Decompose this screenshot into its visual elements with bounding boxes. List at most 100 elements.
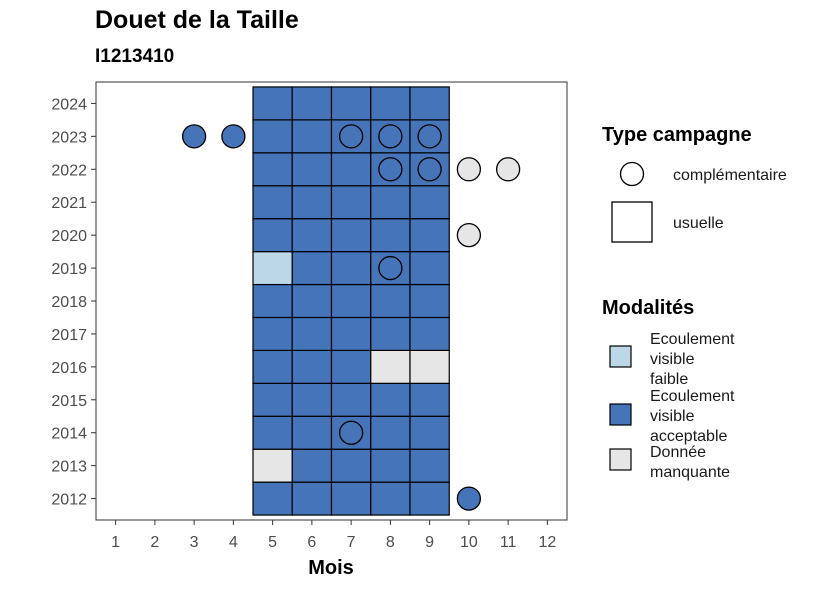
x-tick-label: 8 — [386, 534, 395, 551]
heatmap-cell — [409, 382, 450, 417]
x-tick-label: 3 — [190, 534, 199, 551]
y-tick-label: 2021 — [51, 195, 87, 212]
heatmap-cell — [291, 218, 333, 253]
campaign-point — [378, 255, 403, 281]
campaign-point — [495, 157, 521, 182]
heatmap-cell — [409, 349, 450, 384]
heatmap-cell — [409, 251, 450, 286]
legend-key-modalite — [609, 448, 632, 471]
legend-label-modalite: manquante — [650, 464, 730, 481]
heatmap-cell — [252, 119, 293, 154]
heatmap-cell — [330, 152, 372, 187]
heatmap-cell — [409, 316, 450, 351]
campaign-point — [456, 157, 482, 182]
heatmap-cell — [330, 382, 372, 417]
heatmap-cell — [252, 185, 293, 220]
heatmap-cell — [291, 283, 333, 319]
y-tick-label: 2024 — [51, 96, 87, 113]
x-tick-label: 11 — [500, 534, 517, 551]
campaign-point — [338, 420, 364, 445]
heatmap-cell — [409, 481, 450, 516]
heatmap-cell — [409, 185, 450, 220]
cells-layer — [252, 86, 450, 516]
heatmap-cell — [370, 185, 411, 220]
campaign-point — [417, 124, 442, 149]
y-tick-label: 2016 — [51, 360, 87, 377]
heatmap-cell — [291, 152, 333, 187]
heatmap-cell — [291, 86, 333, 121]
heatmap-cell — [291, 382, 333, 417]
heatmap-cell — [252, 283, 293, 319]
heatmap-cell — [291, 448, 333, 483]
heatmap-cell — [291, 415, 333, 450]
legend-key-modalite — [609, 403, 632, 426]
heatmap-cell — [291, 185, 333, 220]
heatmap-cell — [291, 251, 333, 286]
x-tick-label: 1 — [111, 534, 120, 551]
campaign-point — [456, 222, 482, 248]
heatmap-cell — [330, 185, 372, 220]
heatmap-cell — [409, 415, 450, 450]
x-axis: 1 2 3 4 5 6 7 8 9 10 11 12 — [111, 520, 556, 551]
chart-subtitle: I1213410 — [95, 46, 175, 67]
y-tick-label: 2015 — [51, 393, 87, 410]
legend-key-square — [611, 201, 653, 243]
x-tick-label: 10 — [460, 534, 478, 551]
legend-label-modalite: Ecoulement — [650, 331, 735, 348]
x-tick-label: 6 — [307, 534, 316, 551]
heatmap-cell — [330, 349, 372, 384]
legend-label-usuelle: usuelle — [673, 215, 724, 232]
heatmap-cell — [330, 448, 372, 483]
legend-label-modalite: Donnée — [650, 444, 706, 461]
heatmap-cell — [252, 251, 293, 286]
heatmap-cell — [370, 481, 411, 516]
legend-label-modalite: Ecoulement — [650, 388, 735, 405]
y-axis: 2012 2013 2014 2015 2016 2017 2018 2019 2020 2021… — [51, 96, 96, 509]
legend-label-modalite: acceptable — [650, 428, 727, 445]
legend-key-modalite — [609, 345, 632, 368]
heatmap-cell — [409, 448, 450, 483]
heatmap-cell — [330, 283, 372, 319]
heatmap-cell — [370, 86, 411, 121]
legend-key-circle — [619, 161, 645, 187]
heatmap-cell — [370, 382, 411, 417]
y-tick-label: 2013 — [51, 459, 87, 476]
x-tick-label: 4 — [229, 534, 238, 551]
heatmap-cell — [252, 349, 293, 384]
campaign-point — [456, 486, 482, 511]
heatmap-cell — [409, 218, 450, 253]
heatmap-cell — [330, 481, 372, 516]
heatmap-cell — [370, 218, 411, 253]
y-tick-label: 2014 — [51, 426, 87, 443]
heatmap-cell — [291, 316, 333, 351]
heatmap-cell — [252, 481, 293, 516]
heatmap-cell — [252, 316, 293, 351]
campaign-point — [417, 157, 442, 182]
campaign-point — [378, 124, 403, 149]
heatmap-cell — [252, 382, 293, 417]
legend-title-modalites: Modalités — [602, 297, 694, 319]
chart-title: Douet de la Taille — [95, 6, 299, 34]
y-tick-label: 2012 — [51, 492, 87, 509]
campaign-point — [338, 124, 364, 149]
x-tick-label: 5 — [268, 534, 277, 551]
x-tick-label: 9 — [425, 534, 434, 551]
heatmap-cell — [252, 415, 293, 450]
heatmap-cell — [330, 86, 372, 121]
legend-label-complementaire: complémentaire — [673, 167, 787, 184]
x-tick-label: 7 — [347, 534, 356, 551]
x-axis-title: Mois — [308, 557, 354, 579]
x-tick-label: 12 — [538, 534, 556, 551]
heatmap-cell — [330, 316, 372, 351]
heatmap-cell — [370, 283, 411, 319]
y-tick-label: 2017 — [51, 327, 87, 344]
heatmap-cell — [291, 481, 333, 516]
heatmap-cell — [252, 448, 293, 483]
heatmap-cell — [252, 152, 293, 187]
legend-label-modalite: faible — [650, 371, 688, 388]
heatmap-cell — [370, 316, 411, 351]
x-tick-label: 2 — [150, 534, 159, 551]
legend-title-type-campagne: Type campagne — [602, 124, 752, 146]
heatmap-cell — [409, 86, 450, 121]
heatmap-cell — [291, 119, 333, 154]
